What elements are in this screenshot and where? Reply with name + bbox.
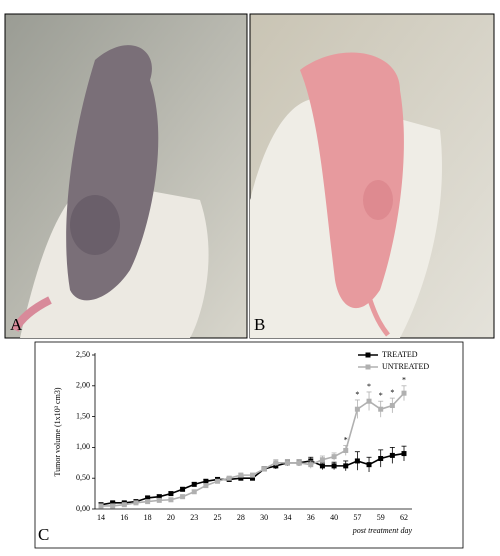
point bbox=[389, 403, 395, 409]
point bbox=[110, 500, 116, 506]
significance-mark: * bbox=[355, 390, 359, 399]
point bbox=[98, 503, 104, 509]
legend-label: UNTREATED bbox=[382, 362, 429, 371]
point bbox=[191, 481, 197, 487]
significance-mark: * bbox=[379, 391, 383, 400]
y-tick-label: 2,50 bbox=[76, 350, 90, 359]
point bbox=[180, 494, 186, 500]
y-tick-label: 0,50 bbox=[76, 473, 90, 482]
point bbox=[168, 491, 174, 497]
significance-mark: * bbox=[390, 388, 394, 397]
point bbox=[319, 457, 325, 463]
x-tick-label: 16 bbox=[120, 513, 128, 522]
point bbox=[378, 406, 384, 412]
chart: 0,00 0,50 1,00 1,50 2,00 2,50 14 16 18 20 23 25 28 30… bbox=[53, 350, 430, 535]
legend-marker bbox=[365, 352, 371, 358]
point bbox=[343, 447, 349, 453]
y-tick-label: 2,00 bbox=[76, 381, 90, 390]
y-tick-label: 0,00 bbox=[76, 504, 90, 513]
x-tick-label: 25 bbox=[214, 513, 222, 522]
y-tick-label: 1,00 bbox=[76, 442, 90, 451]
point bbox=[366, 462, 372, 468]
point bbox=[180, 486, 186, 492]
point bbox=[133, 500, 139, 506]
point bbox=[273, 460, 279, 466]
point bbox=[331, 454, 337, 460]
point bbox=[238, 472, 244, 478]
point bbox=[319, 463, 325, 469]
legend-label: TREATED bbox=[382, 350, 418, 359]
point bbox=[250, 475, 255, 481]
point bbox=[238, 475, 244, 481]
panel-label: C bbox=[38, 525, 49, 544]
panel-label: A bbox=[10, 315, 23, 334]
point bbox=[250, 472, 255, 478]
legend-marker bbox=[365, 364, 371, 370]
point bbox=[203, 478, 209, 484]
significance-mark: * bbox=[344, 435, 348, 444]
point bbox=[121, 502, 127, 508]
point bbox=[296, 460, 302, 466]
x-tick-label: 18 bbox=[144, 513, 152, 522]
x-tick-label: 34 bbox=[283, 513, 291, 522]
point bbox=[401, 390, 407, 396]
x-tick-label: 40 bbox=[330, 513, 338, 522]
x-axis-label: post treatment day bbox=[352, 526, 413, 535]
y-axis-label: Tumor volume (1x10³ cm3) bbox=[53, 387, 62, 476]
x-tick-label: 20 bbox=[167, 513, 175, 522]
point bbox=[308, 462, 314, 468]
point bbox=[226, 475, 232, 481]
significance-mark: * bbox=[402, 376, 406, 385]
chart-frame bbox=[34, 341, 464, 549]
x-tick-label: 62 bbox=[400, 513, 408, 522]
x-tick-label: 59 bbox=[377, 513, 385, 522]
photo-b bbox=[249, 13, 495, 339]
point bbox=[168, 497, 174, 503]
significance-mark: * bbox=[367, 382, 371, 391]
point bbox=[366, 398, 372, 404]
point bbox=[156, 494, 162, 500]
point bbox=[284, 460, 290, 466]
x-tick-label: 30 bbox=[260, 513, 268, 522]
point bbox=[354, 406, 360, 412]
point bbox=[156, 497, 162, 503]
x-tick-label: 36 bbox=[307, 513, 315, 522]
point bbox=[145, 495, 151, 501]
x-tick-label: 23 bbox=[190, 513, 198, 522]
point bbox=[110, 503, 116, 509]
x-tick-label: 28 bbox=[237, 513, 245, 522]
point bbox=[378, 455, 384, 461]
point bbox=[354, 458, 360, 464]
x-tick-label: 57 bbox=[353, 513, 361, 522]
point bbox=[203, 483, 209, 489]
x-tick-label: 14 bbox=[97, 513, 105, 522]
point bbox=[261, 466, 267, 472]
photo-a bbox=[4, 13, 248, 339]
point bbox=[389, 452, 395, 458]
point bbox=[215, 478, 221, 484]
point bbox=[401, 451, 407, 457]
point bbox=[331, 463, 337, 469]
panel-label: B bbox=[254, 315, 265, 334]
y-tick-label: 1,50 bbox=[76, 411, 90, 420]
point bbox=[343, 463, 349, 469]
point bbox=[145, 499, 151, 505]
point bbox=[191, 489, 197, 495]
